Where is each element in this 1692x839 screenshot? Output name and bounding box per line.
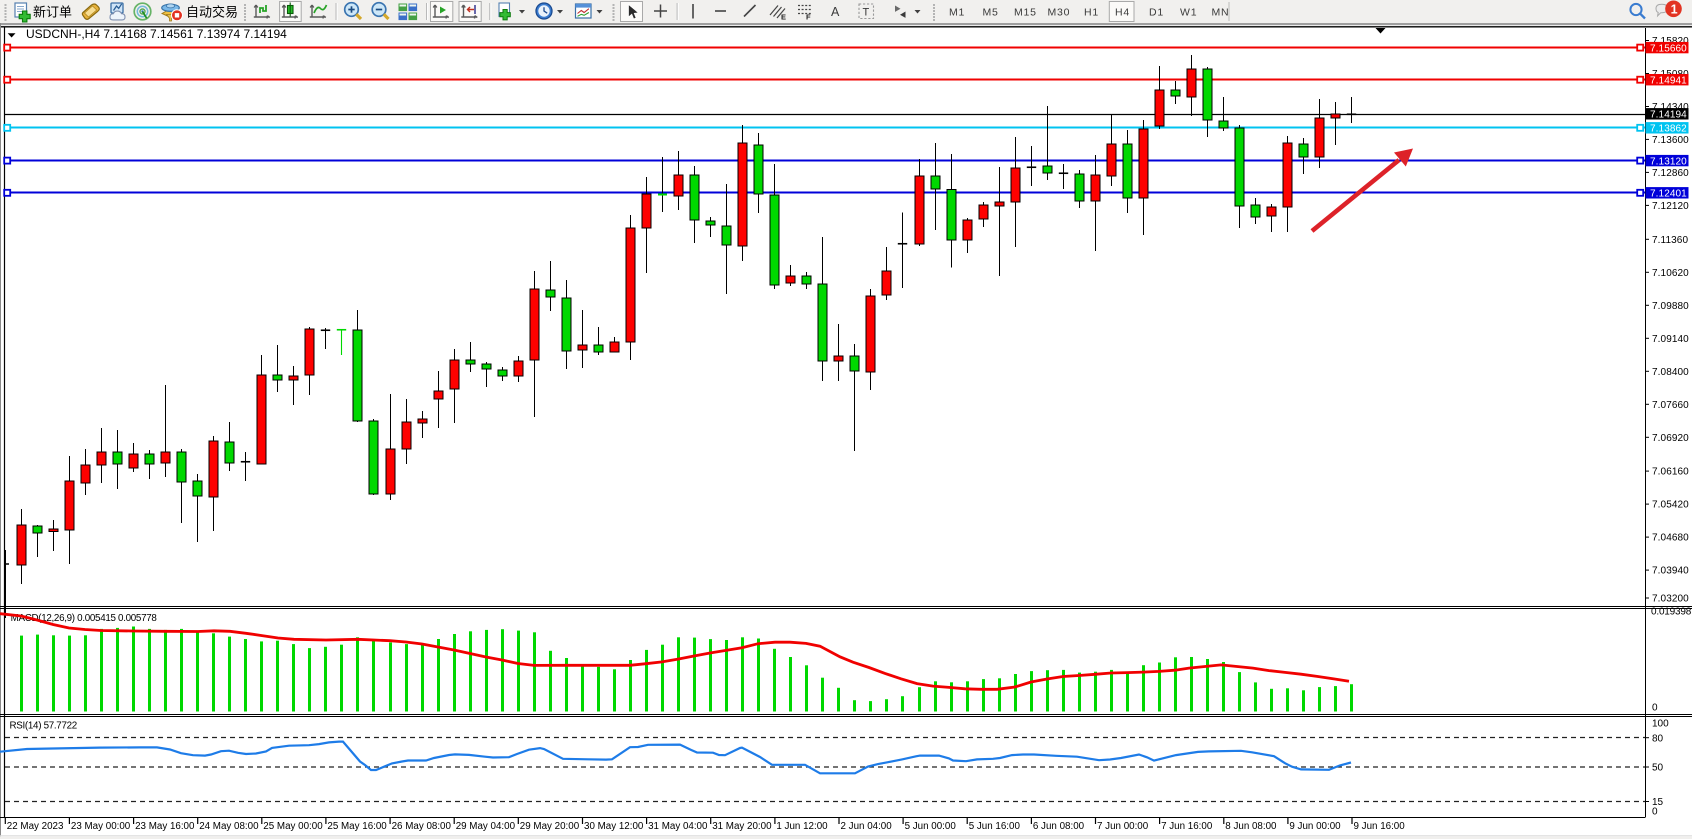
svg-text:A: A — [831, 5, 840, 19]
svg-text:M15: M15 — [1014, 6, 1037, 18]
svg-text:8 Jun 08:00: 8 Jun 08:00 — [1225, 821, 1277, 832]
svg-text:24 May 08:00: 24 May 08:00 — [199, 821, 259, 832]
svg-text:9 Jun 00:00: 9 Jun 00:00 — [1289, 821, 1341, 832]
svg-text:7.09140: 7.09140 — [1652, 334, 1689, 345]
svg-text:RSI(14) 57.7722: RSI(14) 57.7722 — [10, 721, 77, 732]
svg-text:7.05420: 7.05420 — [1652, 500, 1689, 511]
svg-text:31 May 04:00: 31 May 04:00 — [648, 821, 708, 832]
svg-text:E: E — [781, 13, 786, 22]
svg-text:7.04680: 7.04680 — [1652, 533, 1689, 544]
svg-text:2 Jun 04:00: 2 Jun 04:00 — [841, 821, 893, 832]
svg-text:25 May 00:00: 25 May 00:00 — [263, 821, 323, 832]
svg-text:H1: H1 — [1084, 6, 1099, 18]
svg-text:31 May 20:00: 31 May 20:00 — [712, 821, 772, 832]
svg-text:80: 80 — [1652, 733, 1664, 744]
svg-text:0.019398: 0.019398 — [1651, 607, 1692, 618]
svg-text:7.14941: 7.14941 — [1650, 76, 1687, 87]
svg-text:F: F — [806, 13, 811, 22]
svg-text:T: T — [863, 7, 870, 19]
svg-text:7 Jun 16:00: 7 Jun 16:00 — [1161, 821, 1213, 832]
svg-text:7.14194: 7.14194 — [1650, 110, 1687, 121]
svg-text:7.06160: 7.06160 — [1652, 467, 1689, 478]
svg-text:M1: M1 — [949, 6, 965, 18]
svg-text:0: 0 — [1652, 806, 1658, 817]
svg-text:7 Jun 00:00: 7 Jun 00:00 — [1097, 821, 1149, 832]
svg-text:7.13600: 7.13600 — [1652, 135, 1689, 146]
svg-text:7.13120: 7.13120 — [1650, 156, 1687, 167]
svg-text:W1: W1 — [1180, 6, 1197, 18]
svg-text:7.15820: 7.15820 — [1652, 36, 1689, 47]
svg-text:7.12401: 7.12401 — [1650, 189, 1687, 200]
svg-text:7.11360: 7.11360 — [1652, 235, 1688, 246]
svg-text:22 May 2023: 22 May 2023 — [7, 821, 64, 832]
svg-text:50: 50 — [1652, 763, 1664, 774]
svg-text:新订单: 新订单 — [33, 5, 72, 20]
svg-text:7.15660: 7.15660 — [1650, 43, 1687, 54]
svg-text:29 May 04:00: 29 May 04:00 — [456, 821, 516, 832]
svg-text:7.10620: 7.10620 — [1652, 268, 1689, 279]
svg-text:25 May 16:00: 25 May 16:00 — [327, 821, 387, 832]
svg-text:7.12120: 7.12120 — [1652, 201, 1689, 212]
svg-text:7.06920: 7.06920 — [1652, 433, 1689, 444]
svg-text:D1: D1 — [1149, 6, 1164, 18]
svg-text:USDCNH-,H4 7.14168 7.14561 7.: USDCNH-,H4 7.14168 7.14561 7.13974 7.141… — [26, 27, 287, 41]
svg-text:26 May 08:00: 26 May 08:00 — [392, 821, 452, 832]
svg-text:自动交易: 自动交易 — [186, 5, 238, 20]
svg-text:15: 15 — [1652, 797, 1664, 808]
svg-text:7.03200: 7.03200 — [1652, 594, 1689, 605]
svg-text:H4: H4 — [1115, 6, 1130, 18]
svg-text:0: 0 — [1652, 703, 1658, 714]
svg-text:30 May 12:00: 30 May 12:00 — [584, 821, 644, 832]
svg-text:29 May 20:00: 29 May 20:00 — [520, 821, 580, 832]
svg-text:6 Jun 08:00: 6 Jun 08:00 — [1033, 821, 1085, 832]
svg-text:7.09880: 7.09880 — [1652, 301, 1689, 312]
svg-text:9 Jun 16:00: 9 Jun 16:00 — [1354, 821, 1406, 832]
svg-text:7.03940: 7.03940 — [1652, 566, 1689, 577]
svg-text:7.07660: 7.07660 — [1652, 400, 1689, 411]
svg-text:100: 100 — [1652, 719, 1669, 730]
svg-text:1 Jun 12:00: 1 Jun 12:00 — [776, 821, 828, 832]
svg-text:M30: M30 — [1048, 6, 1071, 18]
svg-text:M5: M5 — [983, 6, 999, 18]
svg-text:7.12860: 7.12860 — [1652, 168, 1689, 179]
svg-text:23 May 16:00: 23 May 16:00 — [135, 821, 195, 832]
svg-text:5 Jun 00:00: 5 Jun 00:00 — [905, 821, 957, 832]
svg-text:MN: MN — [1212, 6, 1230, 18]
svg-text:MACD(12,26,9) 0.005415 0.00577: MACD(12,26,9) 0.005415 0.005778 — [11, 613, 158, 624]
svg-text:7.13862: 7.13862 — [1650, 124, 1687, 135]
svg-text:5 Jun 16:00: 5 Jun 16:00 — [969, 821, 1021, 832]
svg-text:7.08400: 7.08400 — [1652, 367, 1689, 378]
svg-text:1: 1 — [1671, 2, 1678, 16]
svg-text:23 May 00:00: 23 May 00:00 — [71, 821, 131, 832]
svg-text:7.14340: 7.14340 — [1652, 102, 1689, 113]
